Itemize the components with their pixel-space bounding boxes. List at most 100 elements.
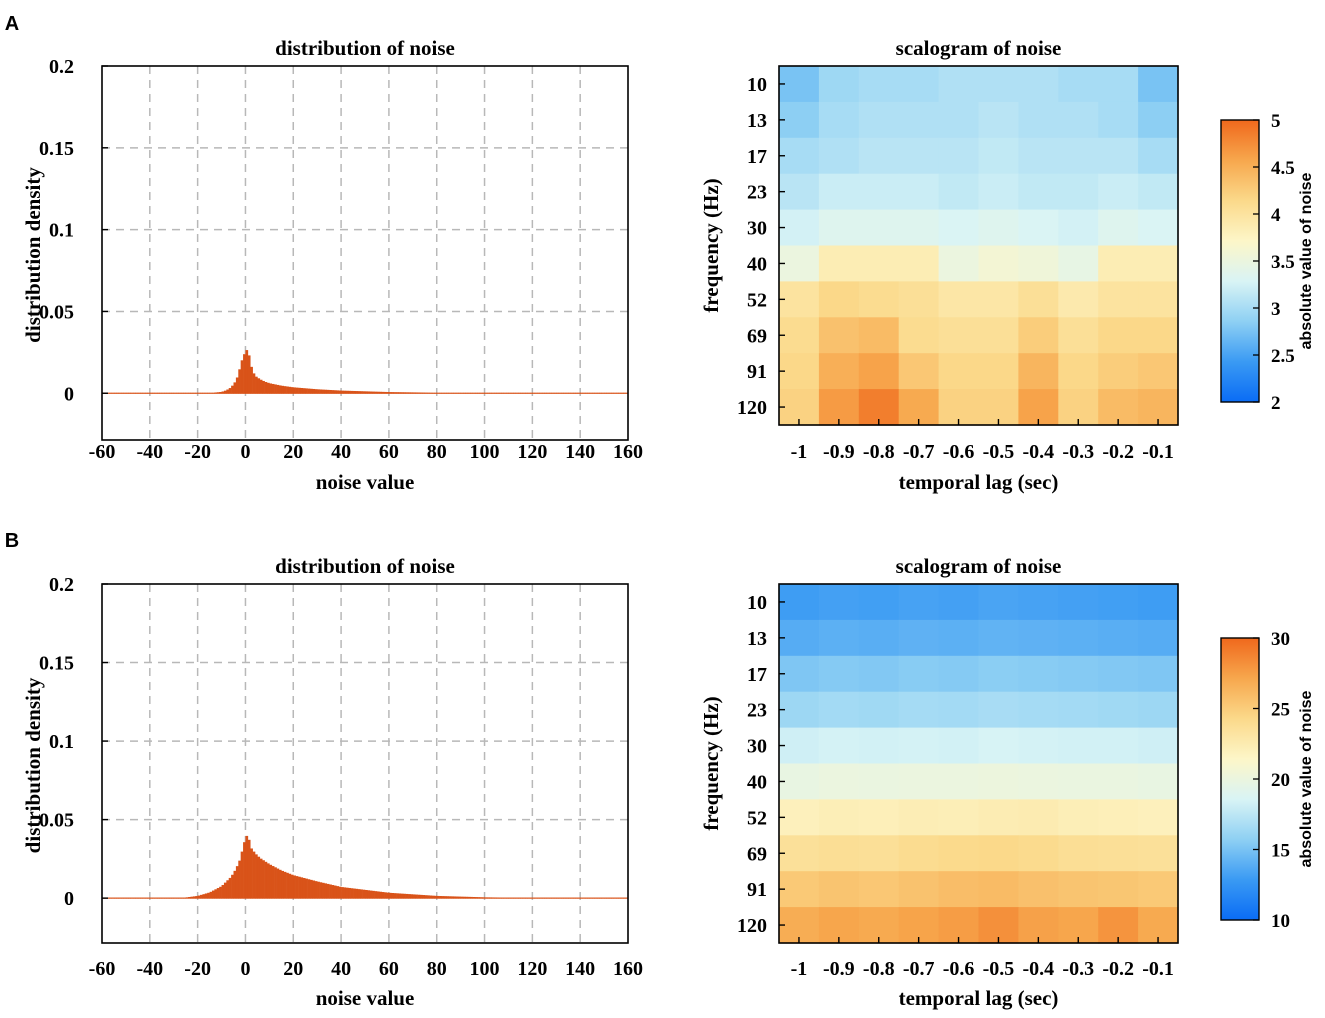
histogram-bar — [324, 389, 328, 394]
scalogram-cell — [1018, 727, 1059, 765]
histogram-bar — [484, 897, 488, 899]
histogram-bar — [608, 392, 612, 394]
scalogram-cell — [1018, 584, 1059, 621]
scalogram-chart: -1 -0.9 -0.8 -0.7 -0.6 -0.5 -0.4 -0.3 -0.2 -0.1 10… — [699, 554, 1179, 1010]
histogram-x-tick-label: 80 — [427, 441, 447, 463]
scalogram-cell — [818, 727, 860, 765]
histogram-bar — [173, 897, 177, 899]
histogram-bar — [130, 897, 134, 899]
scalogram-x-tick-label: -0.1 — [1142, 958, 1174, 980]
histogram-bar — [563, 897, 567, 899]
scalogram-x-tick-label: -0.4 — [1023, 441, 1055, 463]
histogram-bar — [149, 392, 153, 394]
histogram-x-tick-label: 20 — [283, 441, 303, 463]
scalogram-cell — [1058, 245, 1099, 282]
scalogram-cell — [978, 209, 1019, 247]
histogram-bar — [259, 858, 263, 899]
histogram-bar — [156, 392, 160, 394]
scalogram-cell — [818, 173, 860, 211]
scalogram-cell — [1138, 584, 1179, 621]
histogram-bar — [135, 392, 139, 394]
scalogram-y-tick-label: 10 — [747, 74, 767, 96]
histogram-x-tick-label: 60 — [379, 958, 399, 980]
histogram-bar — [231, 385, 234, 394]
histogram-bar — [319, 389, 323, 394]
histogram-bar — [259, 379, 263, 394]
histogram-bar — [360, 889, 363, 899]
scalogram-x-tick-label: -0.4 — [1023, 958, 1055, 980]
histogram-bar — [262, 860, 265, 899]
scalogram-cell — [898, 317, 940, 354]
colorbar-tick-label: 2.5 — [1271, 346, 1295, 367]
scalogram-x-tick-label: -0.1 — [1142, 441, 1174, 463]
histogram-bar — [345, 390, 349, 394]
scalogram-x-tick-label: -0.8 — [863, 441, 895, 463]
histogram-bar — [403, 392, 406, 394]
histogram-bar — [197, 895, 201, 899]
histogram-bar — [396, 392, 399, 394]
histogram-bar — [367, 890, 371, 899]
histogram-x-axis-label: noise value — [316, 470, 415, 494]
scalogram-y-tick-label: 30 — [747, 736, 767, 758]
scalogram-cell — [858, 245, 900, 282]
histogram-bar — [113, 897, 117, 899]
histogram-bar — [549, 897, 552, 899]
colorbar-tick-label: 3 — [1271, 299, 1281, 320]
histogram-x-tick-label: 140 — [565, 958, 595, 980]
histogram-bar — [558, 897, 562, 899]
scalogram-cell — [1018, 137, 1059, 175]
histogram-bar — [176, 392, 179, 394]
histogram-y-axis-label: distribution density — [21, 677, 45, 853]
histogram-bar — [458, 896, 461, 899]
histogram-bar — [140, 897, 143, 899]
scalogram-y-tick-label: 13 — [747, 110, 767, 132]
scalogram-x-tick-label: -0.3 — [1062, 958, 1094, 980]
histogram-bar — [417, 894, 421, 899]
histogram-bar — [604, 392, 607, 394]
histogram-bar — [171, 897, 175, 899]
scalogram-x-tick-label: -0.5 — [983, 958, 1015, 980]
scalogram-y-tick-label: 13 — [747, 628, 767, 650]
histogram-y-tick-label: 0 — [64, 888, 74, 910]
scalogram-x-tick-label: -0.7 — [903, 958, 935, 980]
histogram-bar — [474, 897, 478, 899]
scalogram-cell — [1098, 173, 1139, 211]
histogram-bar — [310, 879, 313, 899]
scalogram-cell — [898, 799, 940, 836]
histogram-bar — [599, 897, 602, 899]
histogram-bar — [307, 388, 311, 394]
histogram-bar — [214, 889, 218, 899]
scalogram-cell — [1058, 281, 1099, 318]
scalogram-cell — [1138, 66, 1179, 103]
histogram-bar — [565, 897, 569, 899]
scalogram-cell — [1138, 655, 1179, 693]
histogram-bar — [319, 882, 323, 899]
histogram-bar — [601, 897, 605, 899]
scalogram-y-tick-label: 120 — [737, 397, 767, 419]
histogram-bar — [257, 378, 261, 394]
histogram-bar — [580, 392, 583, 394]
scalogram-y-tick-label: 69 — [747, 325, 767, 347]
histogram-bar — [589, 897, 593, 899]
histogram-bar — [329, 389, 332, 394]
scalogram-cell — [779, 835, 820, 872]
histogram-bar — [486, 392, 490, 394]
scalogram-title: scalogram of noise — [896, 554, 1062, 578]
histogram-bar — [118, 897, 122, 899]
scalogram-cell — [938, 317, 980, 354]
histogram-bar — [625, 897, 629, 899]
histogram-bar — [434, 895, 438, 899]
histogram-bar — [410, 392, 414, 394]
histogram-bar — [525, 392, 528, 394]
histogram-bar — [477, 392, 481, 394]
histogram-bar — [606, 897, 610, 899]
histogram-bar — [393, 392, 397, 394]
histogram-y-tick-label: 0.05 — [39, 810, 74, 832]
histogram-bar — [501, 897, 504, 899]
histogram-bar — [429, 392, 433, 394]
scalogram-cell — [1058, 727, 1099, 765]
histogram-bar — [250, 366, 253, 394]
histogram-bar — [372, 391, 375, 394]
histogram-title: distribution of noise — [275, 36, 455, 60]
histogram-bar — [295, 387, 299, 394]
